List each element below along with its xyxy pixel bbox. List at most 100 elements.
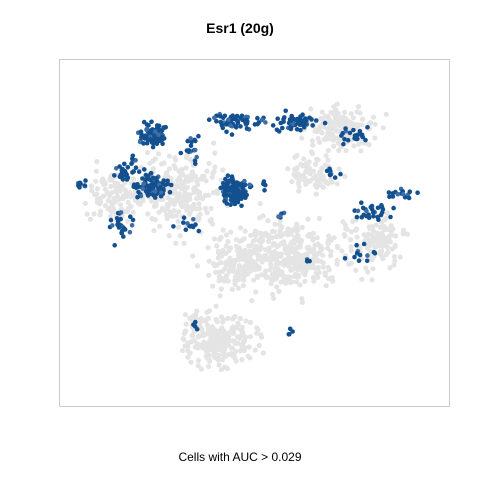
background-cell-point bbox=[174, 177, 181, 183]
background-cell-point bbox=[258, 245, 264, 251]
positive-cell-point bbox=[282, 115, 287, 120]
background-cell-point bbox=[344, 226, 350, 232]
background-cell-point bbox=[391, 262, 397, 268]
positive-cell-point bbox=[262, 188, 267, 193]
background-cell-point bbox=[370, 114, 377, 120]
positive-cell-point bbox=[353, 133, 358, 139]
background-cell-point bbox=[145, 149, 151, 156]
background-cell-point bbox=[82, 200, 88, 206]
background-cell-point bbox=[229, 338, 236, 344]
background-cell-point bbox=[199, 317, 206, 324]
background-cell-point bbox=[166, 166, 172, 172]
background-cell-point bbox=[258, 272, 265, 278]
positive-cell-point bbox=[110, 223, 115, 228]
background-cell-point bbox=[239, 324, 245, 330]
background-cell-point bbox=[242, 256, 248, 262]
positive-cell-point bbox=[123, 170, 129, 176]
background-cell-point bbox=[199, 196, 206, 202]
background-cell-point bbox=[211, 236, 217, 242]
background-cell-point bbox=[285, 226, 291, 232]
background-cell-point bbox=[307, 178, 313, 184]
background-cell-point bbox=[183, 202, 189, 208]
background-cell-point bbox=[91, 211, 97, 217]
background-cell-point bbox=[230, 324, 236, 330]
positive-cell-point bbox=[219, 122, 225, 128]
background-cell-point bbox=[183, 165, 189, 171]
positive-cell-point bbox=[131, 169, 136, 174]
background-cell-point bbox=[156, 151, 162, 157]
background-cell-point bbox=[171, 208, 177, 214]
background-cell-point bbox=[240, 283, 246, 289]
positive-cell-point bbox=[294, 127, 300, 132]
positive-cell-point bbox=[310, 123, 316, 128]
background-cell-point bbox=[191, 189, 197, 195]
background-cell-point bbox=[343, 147, 349, 154]
background-cell-point bbox=[299, 135, 305, 141]
background-cell-point bbox=[94, 191, 100, 197]
background-cell-point bbox=[278, 271, 284, 277]
background-cell-point bbox=[198, 366, 204, 372]
background-cell-point bbox=[157, 223, 163, 229]
background-cell-point bbox=[209, 324, 215, 330]
background-cell-point bbox=[185, 354, 191, 360]
background-cell-point bbox=[111, 208, 117, 214]
background-cell-point bbox=[285, 230, 291, 236]
background-cell-point bbox=[190, 313, 196, 319]
positive-cell-point bbox=[280, 125, 285, 131]
background-cell-point bbox=[296, 188, 302, 194]
background-cell-point bbox=[180, 336, 186, 342]
background-cell-point bbox=[208, 205, 214, 211]
background-cell-point bbox=[294, 244, 300, 251]
positive-cell-point bbox=[192, 158, 198, 164]
background-cell-point bbox=[237, 315, 243, 322]
background-cell-point bbox=[325, 114, 331, 120]
positive-cell-point bbox=[194, 154, 199, 160]
positive-cell-point bbox=[160, 141, 165, 147]
background-cell-point bbox=[377, 251, 384, 257]
background-cell-point bbox=[315, 241, 321, 247]
background-cell-point bbox=[331, 143, 337, 149]
background-cell-point bbox=[108, 213, 114, 219]
background-cell-point bbox=[224, 334, 230, 341]
background-cell-point bbox=[236, 245, 242, 251]
background-cell-point bbox=[389, 246, 395, 252]
positive-cell-point bbox=[206, 117, 212, 122]
positive-cell-point bbox=[192, 147, 198, 153]
background-cell-point bbox=[324, 136, 331, 142]
positive-cell-point bbox=[307, 115, 312, 121]
positive-cell-point bbox=[149, 119, 154, 125]
positive-cell-point bbox=[129, 223, 135, 228]
positive-cell-point bbox=[193, 138, 198, 144]
chart-title: Esr1 (20g) bbox=[206, 20, 274, 36]
background-cell-point bbox=[354, 125, 361, 131]
positive-cell-point bbox=[145, 193, 151, 198]
background-cell-point bbox=[238, 225, 244, 231]
background-cell-point bbox=[251, 260, 257, 266]
background-cell-point bbox=[257, 201, 263, 207]
background-cell-point bbox=[284, 259, 290, 265]
background-cell-point bbox=[277, 227, 283, 233]
background-cell-point bbox=[182, 195, 188, 202]
positive-cell-point bbox=[161, 178, 166, 183]
background-cell-point bbox=[209, 174, 215, 180]
positive-cell-point bbox=[82, 183, 87, 188]
background-cell-point bbox=[293, 279, 299, 285]
background-cell-point bbox=[331, 119, 337, 126]
positive-cell-point bbox=[364, 213, 369, 219]
background-cell-point bbox=[210, 170, 216, 176]
background-cell-point bbox=[302, 278, 308, 284]
background-cell-point bbox=[318, 115, 324, 121]
background-cell-point bbox=[285, 166, 291, 172]
background-cell-point bbox=[213, 342, 219, 349]
positive-cell-point bbox=[240, 117, 245, 123]
background-cell-point bbox=[385, 249, 391, 255]
positive-cell-point bbox=[342, 255, 348, 261]
background-cell-point bbox=[216, 274, 223, 280]
background-cell-point bbox=[105, 198, 111, 204]
background-cell-point bbox=[322, 162, 328, 168]
background-cell-point bbox=[114, 189, 120, 195]
background-cell-point bbox=[125, 218, 131, 224]
background-cell-point bbox=[295, 171, 301, 177]
positive-cell-point bbox=[245, 119, 250, 124]
positive-cell-point bbox=[372, 250, 378, 256]
